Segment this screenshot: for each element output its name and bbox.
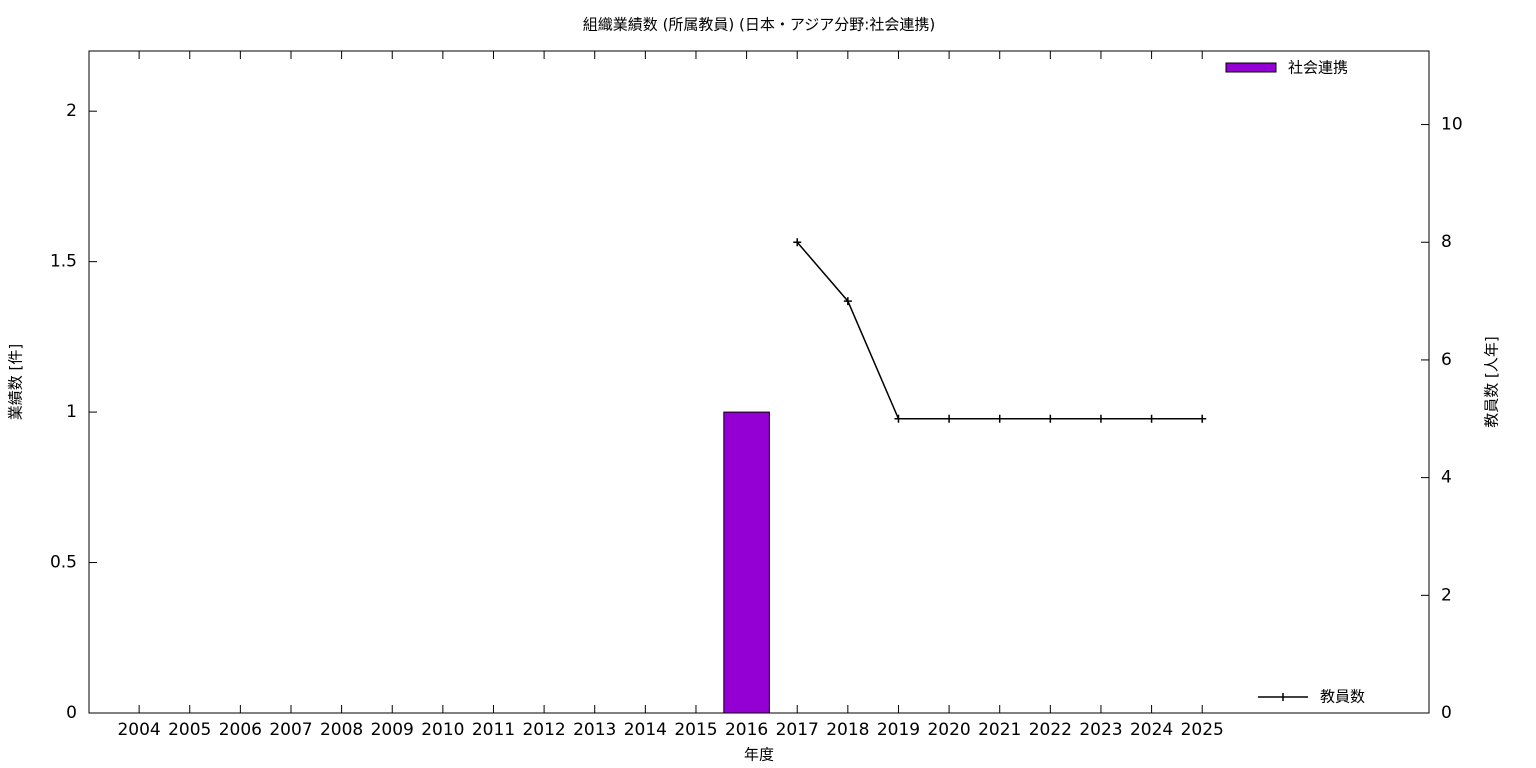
x-tick-label: 2016 [725,720,768,740]
x-tick-label: 2018 [826,720,869,740]
point [793,238,802,247]
y2-tick-label: 4 [1441,468,1452,488]
point [945,414,954,423]
y-tick-label: 2 [66,101,77,121]
legend-label: 社会連携 [1288,59,1348,77]
y-axis-label: 業績数 [件] [7,344,25,420]
y-tick-label: 0 [66,703,77,723]
x-tick-label: 2025 [1181,720,1224,740]
y2-tick-label: 2 [1441,585,1452,605]
x-tick-label: 2005 [168,720,211,740]
y2-tick-label: 0 [1441,703,1452,723]
point [1096,414,1105,423]
x-axis-label: 年度 [744,746,774,764]
point [995,414,1004,423]
x-tick-label: 2015 [674,720,717,740]
legend-swatch [1225,62,1277,73]
point [894,414,903,423]
x-tick-label: 2006 [219,720,262,740]
x-tick-label: 2011 [472,720,515,740]
y2-tick-label: 8 [1441,232,1452,252]
legend-label: 教員数 [1320,688,1365,706]
x-tick-label: 2020 [927,720,970,740]
x-tick-label: 2007 [269,720,312,740]
x-tick-label: 2017 [776,720,819,740]
x-tick-label: 2009 [371,720,414,740]
x-tick-label: 2024 [1130,720,1173,740]
x-tick-label: 2014 [624,720,667,740]
x-tick-label: 2004 [117,720,160,740]
x-tick-label: 2021 [978,720,1021,740]
line [796,241,1203,420]
point [1198,414,1207,423]
legend-swatch [1258,693,1308,701]
x-tick-label: 2022 [1029,720,1072,740]
x-tick-label: 2019 [877,720,920,740]
y-tick-label: 1.5 [50,252,77,272]
x-tick-label: 2023 [1079,720,1122,740]
x-tick-label: 2012 [522,720,565,740]
y-tick-label: 0.5 [50,553,77,573]
point [1046,414,1055,423]
y-tick-label: 1 [66,402,77,422]
y2-axis-label: 教員数 [人年] [1483,336,1501,427]
chart-title: 組織業績数 (所属教員) (日本・アジア分野:社会連携) [583,16,935,34]
point [1147,414,1156,423]
point [843,297,852,306]
x-tick-label: 2013 [573,720,616,740]
y2-tick-label: 10 [1441,115,1463,135]
x-tick-label: 2008 [320,720,363,740]
bar [723,411,770,714]
x-tick-label: 2010 [421,720,464,740]
y2-tick-label: 6 [1441,350,1452,370]
